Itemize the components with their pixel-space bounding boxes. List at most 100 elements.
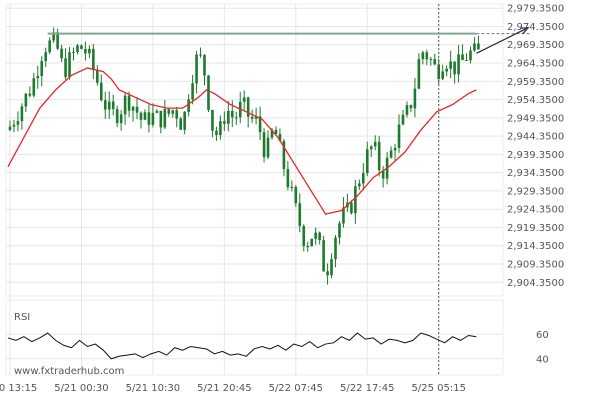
candle-body — [306, 246, 310, 248]
candle-body — [469, 50, 472, 61]
candle-body — [254, 116, 258, 119]
candle-body — [377, 141, 381, 171]
candle-body — [421, 52, 425, 60]
candle-body — [250, 116, 254, 119]
candle-body — [278, 134, 282, 142]
candle-body — [211, 109, 214, 131]
candle-body — [449, 61, 452, 69]
candle-body — [477, 43, 480, 50]
candle-body — [465, 60, 468, 62]
price-tick-label: 2,969.3500 — [507, 40, 564, 51]
rsi-panel-frame — [5, 299, 504, 376]
candle-body — [179, 118, 182, 130]
price-tick-label: 2,919.3500 — [507, 223, 564, 234]
candle-body — [191, 83, 194, 100]
candle-body — [111, 101, 115, 110]
candle-body — [195, 54, 198, 84]
candle-body — [282, 141, 286, 170]
price-tick-label: 2,909.3500 — [507, 260, 564, 271]
candle-body — [72, 51, 75, 53]
time-tick-label: 5/22 07:45 — [269, 383, 323, 394]
overlay-lines — [7, 4, 530, 375]
candle-body — [92, 48, 95, 70]
candle-body — [223, 121, 226, 124]
moving-average-line — [7, 67, 477, 215]
candle-body — [84, 48, 87, 54]
price-tick-label: 2,974.3500 — [507, 22, 564, 33]
time-tick-label: 5/21 10:30 — [126, 383, 180, 394]
rsi-title: RSI — [14, 312, 30, 323]
candle-body — [40, 61, 44, 76]
rsi-tick-label: 60 — [536, 330, 549, 341]
candle-body — [155, 110, 159, 113]
price-tick-label: 2,924.3500 — [507, 205, 564, 216]
candle-body — [183, 111, 186, 130]
candle-body — [215, 130, 218, 136]
candle-body — [246, 97, 250, 117]
candle-body — [123, 95, 127, 115]
price-tick-label: 2,929.3500 — [507, 186, 564, 197]
candle-body — [96, 69, 99, 83]
projection-arrow-line — [476, 27, 529, 54]
candle-body — [127, 95, 131, 111]
candle-body — [16, 121, 20, 125]
time-tick-label: 5/25 05:15 — [412, 383, 466, 394]
price-tick-label: 2,959.3500 — [507, 77, 564, 88]
candle-body — [437, 64, 441, 79]
candle-body — [143, 112, 147, 120]
candle-body — [397, 124, 401, 148]
candle-body — [103, 100, 107, 110]
candle-body — [302, 226, 306, 247]
candle-body — [342, 207, 345, 224]
candle-body — [322, 240, 325, 272]
candle-body — [330, 259, 333, 276]
candlestick-series — [8, 27, 480, 285]
candle-body — [175, 110, 179, 119]
candle-body — [234, 117, 238, 119]
watermark-text: www.fxtraderhub.com — [14, 366, 124, 377]
candle-body — [131, 106, 135, 111]
candle-body — [230, 110, 234, 118]
candle-body — [76, 45, 79, 52]
price-tick-label: 2,964.3500 — [507, 59, 564, 70]
candle-body — [413, 88, 417, 109]
candle-body — [99, 82, 103, 101]
price-tick-label: 2,914.3500 — [507, 241, 564, 252]
candle-body — [119, 114, 123, 124]
price-panel-frame — [5, 3, 504, 297]
time-tick-label: 5/22 17:45 — [340, 383, 394, 394]
candle-body — [290, 186, 294, 188]
candle-body — [286, 169, 290, 188]
candle-body — [294, 186, 298, 204]
candle-body — [32, 78, 36, 96]
candle-body — [381, 170, 385, 179]
axis-labels: 2,979.3500 2,974.3500 2,969.3500 2,964.3500… — [0, 4, 564, 394]
candle-body — [274, 129, 278, 135]
candle-body — [373, 141, 377, 147]
price-tick-label: 2,979.3500 — [507, 4, 564, 15]
candle-body — [457, 54, 460, 75]
candle-body — [12, 124, 16, 127]
candle-body — [227, 110, 230, 124]
candle-body — [365, 149, 369, 174]
candle-body — [242, 97, 246, 102]
candle-body — [429, 59, 433, 61]
candle-body — [28, 93, 32, 96]
candle-body — [151, 112, 155, 125]
candle-body — [405, 105, 409, 115]
candle-body — [258, 116, 262, 133]
candle-body — [36, 75, 40, 79]
time-tick-label: 5/21 00:30 — [54, 383, 108, 394]
candle-body — [147, 112, 151, 125]
candle-body — [64, 58, 67, 78]
candle-body — [445, 68, 448, 72]
price-tick-label: 2,934.3500 — [507, 168, 564, 179]
candle-body — [139, 112, 143, 120]
candle-body — [409, 105, 413, 109]
candle-body — [266, 137, 270, 158]
time-tick-label: 5/20 13:15 — [0, 383, 37, 394]
time-tick-label: 5/21 20:45 — [197, 383, 251, 394]
candle-body — [219, 121, 222, 136]
